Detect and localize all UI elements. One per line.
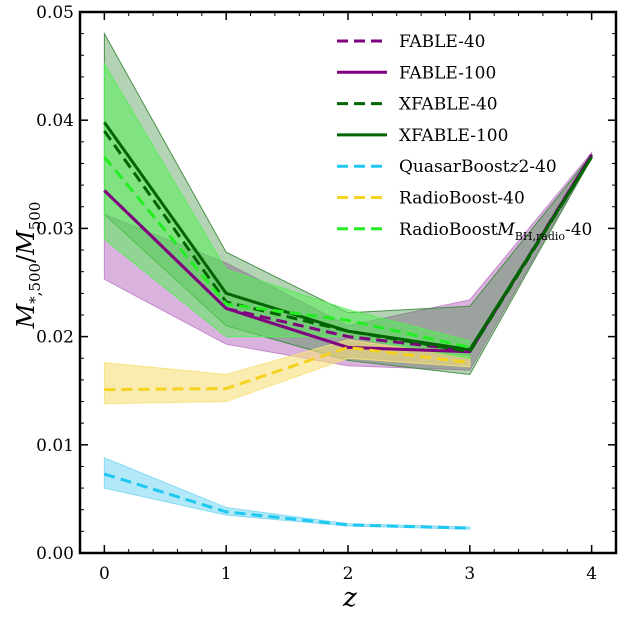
legend-label: FABLE-100 [399,63,496,83]
x-tick-label: 4 [586,564,597,584]
legend-label: RadioBoost-40 [399,189,525,209]
legend-label: FABLE-40 [399,32,485,52]
x-tick-label: 3 [464,564,475,584]
legend-label: XFABLE-100 [399,126,508,146]
x-tick-label: 1 [221,564,232,584]
y-tick-label: 0.00 [36,544,74,564]
legend-entry: XFABLE-100 [337,126,508,146]
legend-entry: RadioBoost-40 [337,189,525,209]
band-radioboostmbh-radio-40 [103,62,471,359]
line-xfable-100 [103,121,593,352]
y-tick-label: 0.05 [36,3,74,23]
series-lines [103,121,593,530]
legend: FABLE-40 FABLE-100 XFABLE-40 XFABLE-100 Quas… [337,32,592,243]
y-tick-label: 0.04 [36,111,74,131]
legend-entry: FABLE-40 [337,32,485,52]
axis-ticks [79,11,617,554]
y-tick-label: 0.02 [36,328,74,348]
x-tick-label: 0 [99,564,110,584]
line-radioboostmbh-radio-40 [103,156,471,349]
legend-entry: QuasarBoostz2-40 [337,157,557,177]
x-tick-label: 2 [343,564,354,584]
line-radioboost-40 [104,345,471,392]
x-axis-label: z [342,583,357,613]
legend-label: QuasarBoostz2-40 [399,157,557,177]
svg-text:M*,500/M500: M*,500/M500 [12,202,44,330]
y-tick-label: 0.03 [36,219,74,239]
band-quasarboostz2-40 [103,457,471,530]
legend-entry: RadioBoostMBH,radio-40 [337,220,592,243]
tick-labels: 0 1 2 3 4 0.00 0.01 0.02 0.03 0.04 0.05 [36,3,597,584]
line-quasarboostz2-40 [103,472,470,530]
y-axis-label: M*,500/M500 [12,202,44,330]
legend-entry: XFABLE-40 [337,95,498,115]
legend-label: RadioBoostMBH,radio-40 [399,220,592,243]
y-tick-label: 0.01 [36,436,74,456]
legend-entry: FABLE-100 [337,63,496,83]
legend-label: XFABLE-40 [399,95,498,115]
